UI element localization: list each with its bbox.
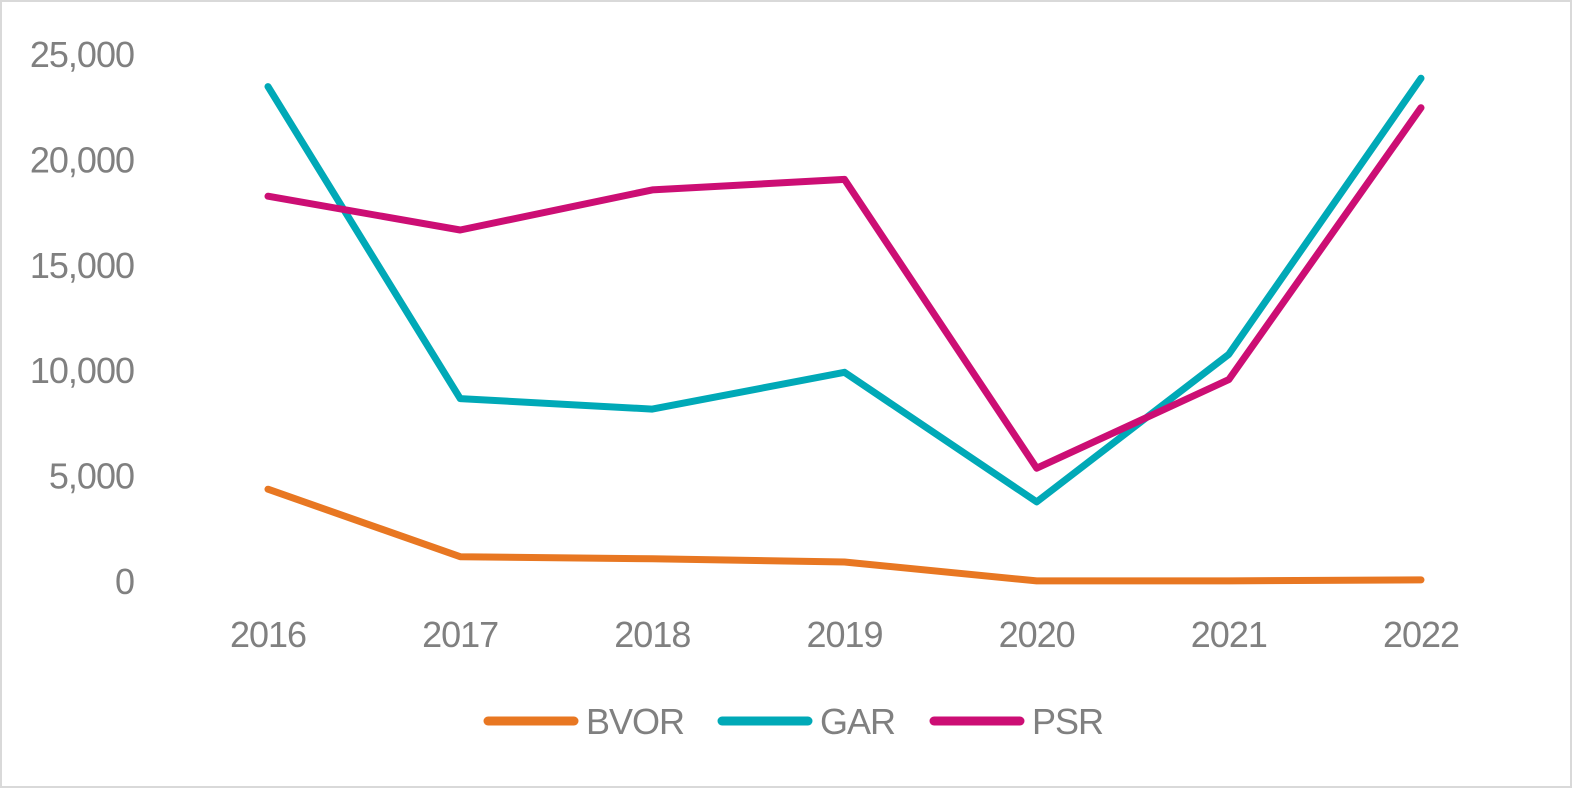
x-axis: 2016 2017 2018 2019 2020 2021 2022: [230, 614, 1460, 655]
series-layer: [264, 74, 1425, 585]
legend: BVOR GAR PSR: [483, 701, 1104, 742]
series-line-gar: [264, 74, 1425, 506]
legend-label: BVOR: [586, 701, 684, 742]
y-tick-label: 5,000: [49, 456, 134, 497]
x-tick-label: 2018: [614, 614, 690, 655]
legend-item-gar: GAR: [717, 701, 896, 742]
x-tick-label: 2021: [1191, 614, 1267, 655]
y-tick-label: 10,000: [30, 350, 134, 391]
y-axis: 0 5,000 10,000 15,000 20,000 25,000: [30, 34, 135, 602]
legend-item-psr: PSR: [929, 701, 1104, 742]
legend-label: PSR: [1032, 701, 1103, 742]
y-tick-label: 20,000: [30, 139, 134, 180]
series-line-bvor: [264, 485, 1425, 585]
legend-label: GAR: [820, 701, 895, 742]
series-line-psr: [264, 104, 1425, 472]
legend-item-bvor: BVOR: [483, 701, 685, 742]
x-tick-label: 2016: [230, 614, 306, 655]
y-tick-label: 25,000: [30, 34, 134, 75]
x-tick-label: 2020: [999, 614, 1075, 655]
x-tick-label: 2017: [422, 614, 498, 655]
x-tick-label: 2022: [1383, 614, 1459, 655]
x-tick-label: 2019: [806, 614, 882, 655]
y-tick-label: 0: [115, 561, 134, 602]
y-tick-label: 15,000: [30, 245, 134, 286]
